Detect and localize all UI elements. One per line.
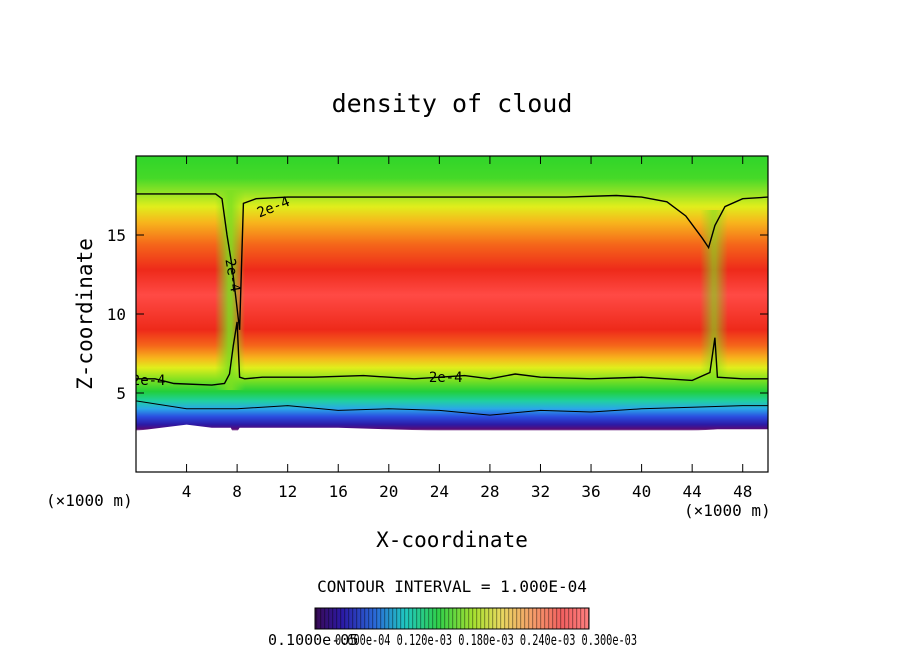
x-tick-label: 12 — [278, 482, 297, 501]
contour-line-base — [136, 400, 768, 416]
downdraft-column-right — [700, 210, 728, 380]
contour-label: 2e-4 — [132, 373, 166, 389]
contour-interval-text: CONTOUR INTERVAL = 1.000E-04 — [317, 577, 587, 596]
x-tick-label: 8 — [232, 482, 242, 501]
plot-area: 2e-42e-42e-42e-4 — [132, 156, 768, 472]
x-unit-left: (×1000 m) — [46, 491, 133, 510]
contour-label: 2e-4 — [221, 257, 243, 293]
contour-labels: 2e-42e-42e-42e-4 — [132, 194, 463, 389]
colorbar-label-start: 0.1000e-05 — [268, 631, 358, 649]
y-tick-label: 15 — [107, 226, 126, 245]
x-tick-label: 4 — [182, 482, 192, 501]
x-axis: 4 8 12 16 20 24 28 32 36 40 44 48 — [182, 156, 752, 501]
downdraft-column-left — [215, 190, 245, 390]
y-axis-label: Z-coordinate — [73, 238, 97, 390]
x-tick-label: 48 — [733, 482, 752, 501]
contour-label: 2e-4 — [429, 370, 463, 386]
colorbar-labels-overlap: 0.600e-04 0.120e-03 0.180e-03 0.240e-03 … — [335, 631, 637, 649]
x-tick-label: 24 — [430, 482, 449, 501]
y-tick-label: 5 — [116, 384, 126, 403]
y-tick-label: 10 — [107, 305, 126, 324]
colorbar-stripes — [315, 608, 589, 629]
colorbar-frame — [314, 607, 590, 630]
x-tick-label: 20 — [379, 482, 398, 501]
contour-line-upper — [136, 193, 768, 330]
contour-line-lower — [136, 321, 768, 386]
colorbar — [314, 607, 590, 630]
below-cloud-base — [136, 424, 768, 472]
x-axis-label: X-coordinate — [376, 528, 528, 552]
y-axis: 5 10 15 — [107, 226, 768, 403]
x-unit-right: (×1000 m) — [684, 501, 771, 520]
chart-title: density of cloud — [332, 89, 573, 118]
x-tick-label: 44 — [683, 482, 702, 501]
x-tick-label: 40 — [632, 482, 651, 501]
x-tick-label: 32 — [531, 482, 550, 501]
x-tick-label: 16 — [329, 482, 348, 501]
x-tick-label: 36 — [581, 482, 600, 501]
x-tick-label: 28 — [480, 482, 499, 501]
